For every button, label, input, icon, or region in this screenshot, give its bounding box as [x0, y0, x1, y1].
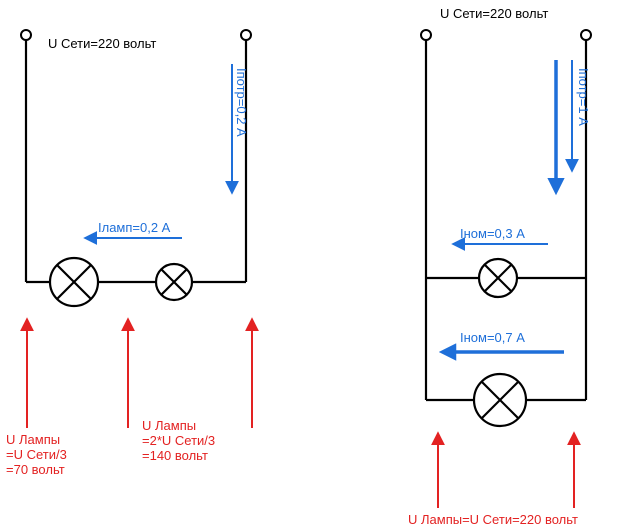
- left-ilamp-label: Iламп=0,2 А: [98, 220, 170, 235]
- terminal-icon: [21, 30, 31, 40]
- right-title: U Сети=220 вольт: [440, 6, 548, 21]
- lamp-icon: [479, 259, 517, 297]
- right-inom2-label: Iном=0,7 А: [460, 330, 525, 345]
- right-ipotr-label: Iпотр=1 А: [576, 68, 591, 126]
- lamp-icon: [156, 264, 192, 300]
- left-ulamp1-label: U Лампы =U Сети/3 =70 вольт: [6, 432, 67, 477]
- terminal-icon: [581, 30, 591, 40]
- left-ulamp2-label: U Лампы =2*U Сети/3 =140 вольт: [142, 418, 215, 463]
- terminal-icon: [241, 30, 251, 40]
- left-ipotr-label: Iпотр=0,2 А: [234, 68, 249, 137]
- lamp-icon: [50, 258, 98, 306]
- lamp-icon: [474, 374, 526, 426]
- right-ulamp-label: U Лампы=U Сети=220 вольт: [408, 512, 578, 527]
- terminal-icon: [421, 30, 431, 40]
- left-title: U Сети=220 вольт: [48, 36, 156, 51]
- right-circuit: [421, 30, 591, 508]
- circuit-diagram: [0, 0, 634, 532]
- right-inom1-label: Iном=0,3 А: [460, 226, 525, 241]
